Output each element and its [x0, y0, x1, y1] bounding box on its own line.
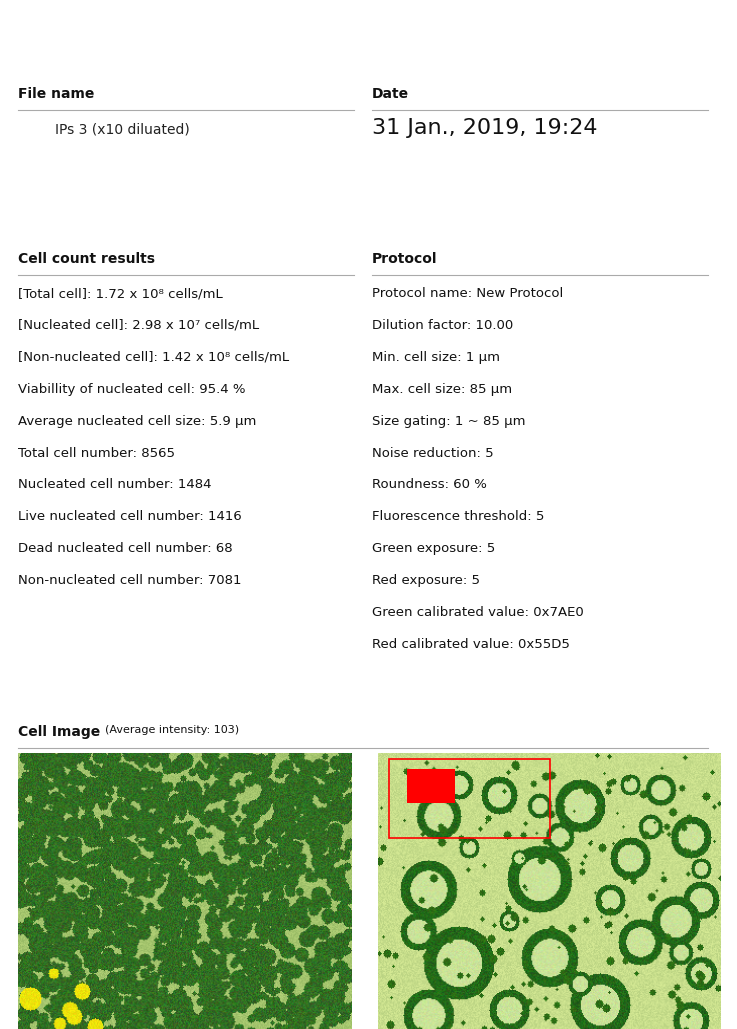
Text: Dilution factor: 10.00: Dilution factor: 10.00	[372, 319, 514, 332]
Text: (Average intensity: 103): (Average intensity: 103)	[105, 725, 240, 736]
Text: Date: Date	[372, 87, 409, 102]
Text: Green calibrated value: 0x7AE0: Green calibrated value: 0x7AE0	[372, 606, 584, 619]
Text: Roundness: 60 %: Roundness: 60 %	[372, 478, 487, 492]
Text: Green exposure: 5: Green exposure: 5	[372, 542, 495, 556]
Text: Non-nucleated cell number: 7081: Non-nucleated cell number: 7081	[18, 574, 242, 588]
Text: Live nucleated cell number: 1416: Live nucleated cell number: 1416	[18, 510, 242, 524]
Text: Average nucleated cell size: 5.9 μm: Average nucleated cell size: 5.9 μm	[18, 415, 256, 428]
Text: [Total cell]: 1.72 x 10⁸ cells/mL: [Total cell]: 1.72 x 10⁸ cells/mL	[18, 287, 223, 300]
Text: Red exposure: 5: Red exposure: 5	[372, 574, 481, 588]
Text: Protocol: Protocol	[372, 252, 438, 267]
Text: Viabillity of nucleated cell: 95.4 %: Viabillity of nucleated cell: 95.4 %	[18, 383, 246, 396]
Text: File name: File name	[18, 87, 95, 102]
Text: Dead nucleated cell number: 68: Dead nucleated cell number: 68	[18, 542, 233, 556]
Bar	[407, 770, 455, 803]
Text: Cell count results: Cell count results	[18, 252, 156, 267]
Text: Size gating: 1 ~ 85 μm: Size gating: 1 ~ 85 μm	[372, 415, 525, 428]
Text: [Nucleated cell]: 2.98 x 10⁷ cells/mL: [Nucleated cell]: 2.98 x 10⁷ cells/mL	[18, 319, 259, 332]
Text: Max. cell size: 85 μm: Max. cell size: 85 μm	[372, 383, 512, 396]
Text: Total cell number: 8565: Total cell number: 8565	[18, 447, 175, 460]
Text: Cell Count Report: Cell Count Report	[16, 16, 334, 47]
Bar	[388, 759, 550, 838]
Text: Fluorescence threshold: 5: Fluorescence threshold: 5	[372, 510, 545, 524]
Text: [Non-nucleated cell]: 1.42 x 10⁸ cells/mL: [Non-nucleated cell]: 1.42 x 10⁸ cells/m…	[18, 351, 290, 364]
Text: Noise reduction: 5: Noise reduction: 5	[372, 447, 494, 460]
Text: Nucleated cell number: 1484: Nucleated cell number: 1484	[18, 478, 212, 492]
Text: Protocol name: New Protocol: Protocol name: New Protocol	[372, 287, 563, 300]
Text: Cell Image: Cell Image	[18, 725, 101, 740]
Text: 31 Jan., 2019, 19:24: 31 Jan., 2019, 19:24	[372, 118, 598, 138]
Text: Min. cell size: 1 μm: Min. cell size: 1 μm	[372, 351, 500, 364]
Text: Red calibrated value: 0x55D5: Red calibrated value: 0x55D5	[372, 638, 570, 651]
Text: IPs 3 (x10 diluated): IPs 3 (x10 diluated)	[55, 122, 190, 137]
